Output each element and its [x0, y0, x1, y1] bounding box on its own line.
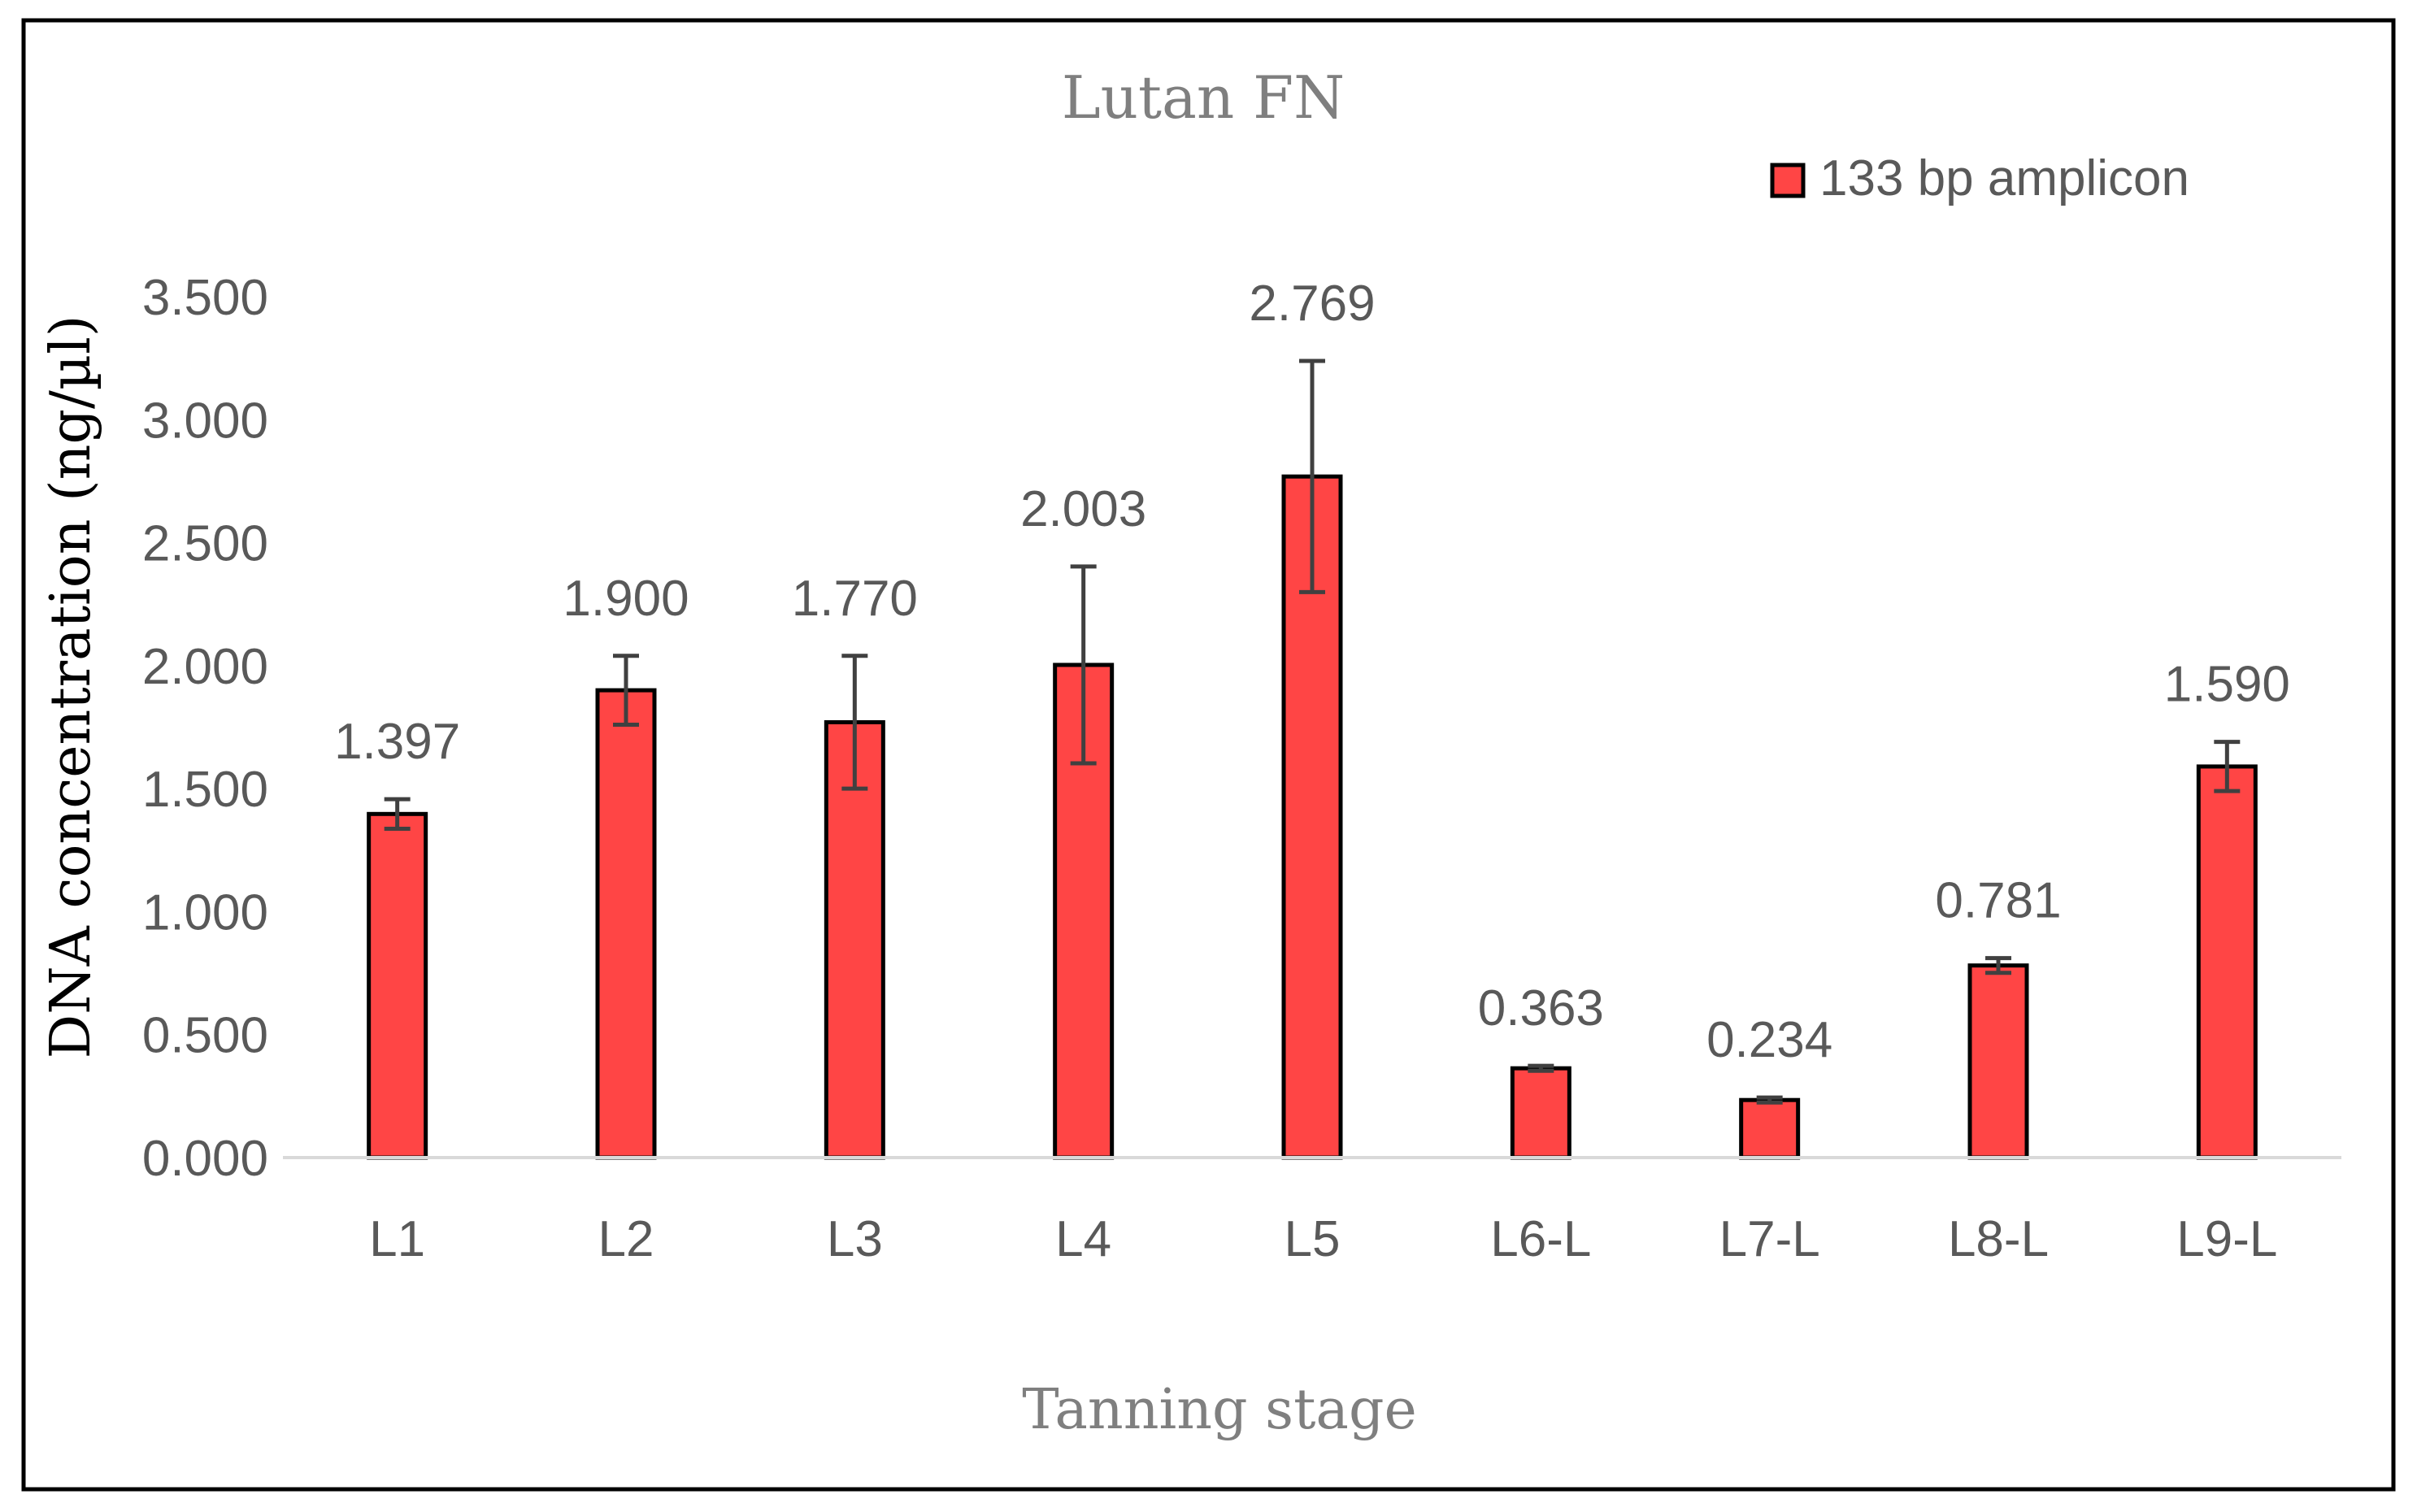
x-tick-label: L5	[1285, 1211, 1341, 1267]
y-tick-label: 3.000	[142, 393, 268, 449]
value-labels: 1.397 1.900 1.770 2.003 2.769 0.363 0.234 0.781…	[334, 276, 2290, 1068]
value-label: 1.397	[334, 714, 460, 770]
y-tick-label: 3.500	[142, 270, 268, 326]
y-tick-label: 1.500	[142, 762, 268, 818]
value-label: 0.234	[1706, 1012, 1832, 1068]
value-label: 1.900	[563, 571, 689, 627]
y-axis-label: DNA concentration (ng/µl)	[39, 315, 103, 1059]
x-tick-label: L2	[598, 1211, 654, 1267]
y-tick-label: 2.500	[142, 516, 268, 572]
value-label: 0.781	[1935, 873, 2061, 929]
x-tick-label: L4	[1055, 1211, 1111, 1267]
x-tick-label: L1	[369, 1211, 425, 1267]
x-axis-label: Tanning stage	[1022, 1378, 1416, 1442]
bar	[2196, 764, 2258, 1160]
bar	[367, 811, 428, 1160]
value-label: 1.770	[792, 571, 918, 627]
value-label: 0.363	[1478, 980, 1604, 1036]
value-label: 2.769	[1249, 276, 1375, 332]
x-tick-label: L7-L	[1719, 1211, 1820, 1267]
bar	[1739, 1097, 1801, 1160]
x-axis-ticks: L1 L2 L3 L4 L5 L6-L L7-L L8-L L9-L	[369, 1211, 2277, 1267]
bar	[1967, 963, 2029, 1160]
y-tick-label: 0.500	[142, 1008, 268, 1064]
error-bars	[384, 358, 2241, 1105]
y-axis-ticks: 0.000 0.500 1.000 1.500 2.000 2.500 3.000 3.500	[142, 270, 268, 1187]
bar	[1510, 1066, 1571, 1160]
value-label: 1.590	[2164, 657, 2290, 713]
bar	[595, 688, 657, 1160]
y-tick-label: 2.000	[142, 639, 268, 695]
legend-swatch	[1770, 163, 1806, 198]
legend: 133 bp amplicon	[1770, 150, 2189, 206]
chart-title: Lutan FN	[1062, 63, 1345, 132]
legend-label: 133 bp amplicon	[1819, 150, 2189, 206]
x-tick-label: L6-L	[1490, 1211, 1591, 1267]
y-tick-label: 0.000	[142, 1131, 268, 1187]
x-tick-label: L3	[827, 1211, 883, 1267]
x-tick-label: L8-L	[1948, 1211, 2049, 1267]
chart-border	[21, 18, 2396, 1492]
x-tick-label: L9-L	[2176, 1211, 2277, 1267]
value-label: 2.003	[1020, 481, 1146, 537]
y-tick-label: 1.000	[142, 884, 268, 941]
